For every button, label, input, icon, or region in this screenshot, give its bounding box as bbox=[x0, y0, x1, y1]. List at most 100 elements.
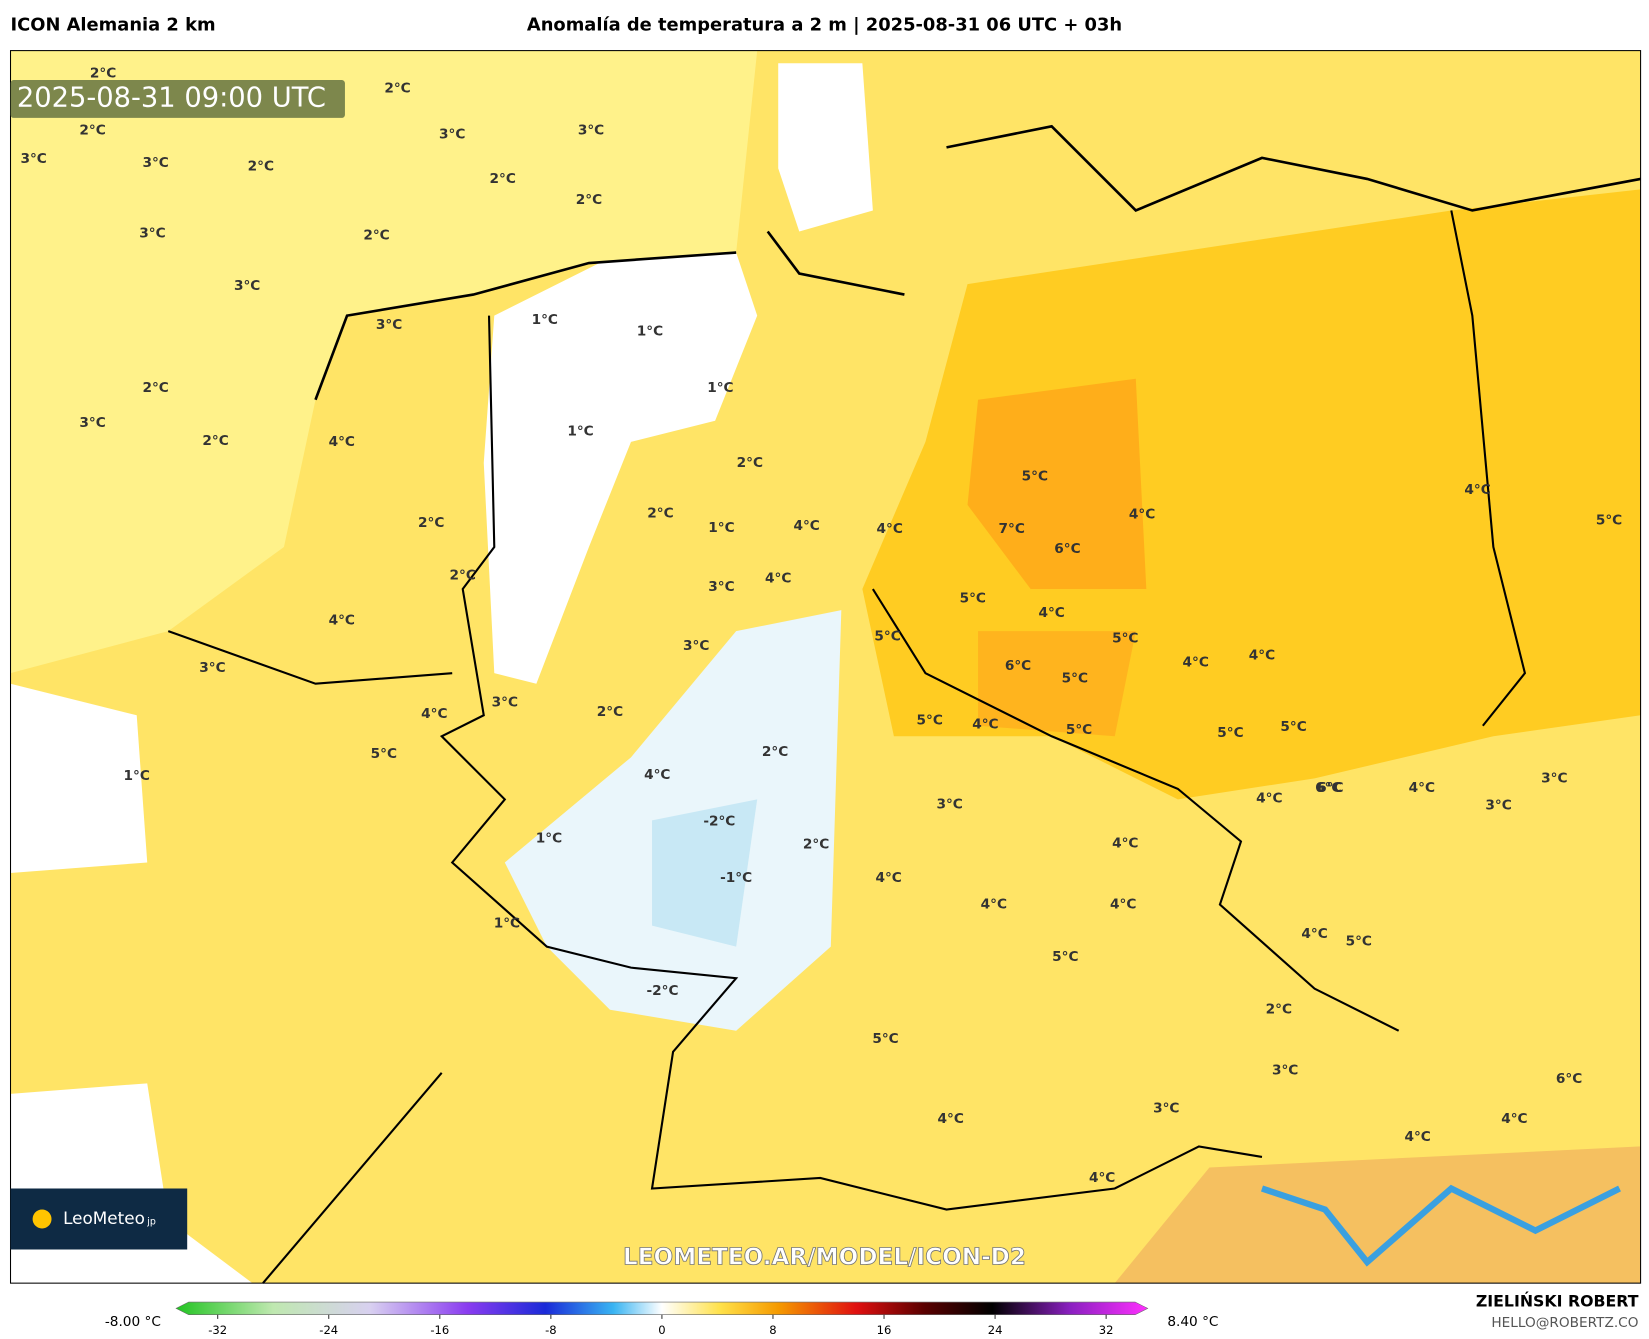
temperature-label: 6°C bbox=[1317, 780, 1343, 796]
sea bbox=[10, 50, 758, 674]
colorbar-tick-label: 0 bbox=[658, 1323, 665, 1337]
timestamp: 2025-08-31 09:00 UTC bbox=[17, 82, 326, 113]
temperature-label: 3°C bbox=[199, 660, 225, 676]
temperature-label: 4°C bbox=[877, 521, 903, 537]
temperature-label: 2°C bbox=[762, 744, 788, 760]
cool-area bbox=[483, 252, 758, 684]
temperature-label: 4°C bbox=[972, 717, 998, 733]
temperature-label: 5°C bbox=[1062, 670, 1088, 686]
temperature-label: 6°C bbox=[1315, 780, 1341, 796]
temperature-label: 2°C bbox=[248, 158, 274, 174]
logo-sun bbox=[32, 1209, 52, 1229]
temperature-label: 2°C bbox=[418, 515, 444, 531]
colorbar-tick-label: 16 bbox=[877, 1323, 892, 1337]
temperature-label: 4°C bbox=[938, 1111, 964, 1127]
coastline bbox=[314, 124, 1641, 401]
temperature-label: 2°C bbox=[737, 455, 763, 471]
author: ZIELIŃSKI ROBERT bbox=[1476, 1292, 1639, 1311]
temperature-label: 4°C bbox=[329, 613, 355, 629]
temperature-label: 4°C bbox=[1183, 655, 1209, 671]
temperature-label: 3°C bbox=[20, 151, 46, 167]
temperature-label: 2°C bbox=[202, 433, 228, 449]
cold-area bbox=[652, 799, 758, 947]
temperature-label: 3°C bbox=[492, 695, 518, 711]
temperature-label: 2°C bbox=[79, 123, 105, 139]
map-title: Anomalía de temperatura a 2 m | 2025-08-… bbox=[527, 14, 1122, 35]
temperature-label: -2°C bbox=[647, 983, 679, 999]
temperature-label: 3°C bbox=[142, 155, 168, 171]
colorbar-tick-label: 8 bbox=[769, 1323, 776, 1337]
temperature-label: 1°C bbox=[567, 423, 593, 439]
temperature-label: 1°C bbox=[708, 520, 734, 536]
temperature-label: 3°C bbox=[79, 415, 105, 431]
temperature-label: 4°C bbox=[1110, 897, 1136, 913]
temperature-label: 1°C bbox=[494, 915, 520, 931]
temperature-label: 4°C bbox=[1301, 926, 1327, 942]
temperature-label: 4°C bbox=[1256, 790, 1282, 806]
temperature-label: 6°C bbox=[1054, 541, 1080, 557]
temperature-label: 4°C bbox=[1112, 836, 1138, 852]
temperature-label: 5°C bbox=[960, 591, 986, 607]
temperature-label: 3°C bbox=[1485, 798, 1511, 814]
colorbar-min: -8.00 °C bbox=[105, 1314, 161, 1330]
temperature-label: 5°C bbox=[1066, 722, 1092, 738]
colorbar-tick-label: -32 bbox=[208, 1323, 227, 1337]
temperature-label: 2°C bbox=[1266, 1002, 1292, 1018]
temperature-label: 5°C bbox=[1346, 933, 1372, 949]
temperature-label: 5°C bbox=[1052, 949, 1078, 965]
temperature-label: 1°C bbox=[637, 323, 663, 339]
temperature-label: 4°C bbox=[1404, 1129, 1430, 1145]
colorbar-scale bbox=[175, 1301, 1149, 1315]
temperature-label: 1°C bbox=[536, 830, 562, 846]
temperature-label: 5°C bbox=[371, 746, 397, 762]
temperature-label: 4°C bbox=[1409, 780, 1435, 796]
temperature-label: 3°C bbox=[1541, 770, 1567, 786]
temperature-label: 4°C bbox=[1129, 506, 1155, 522]
temperature-label: 2°C bbox=[490, 171, 516, 187]
temperature-label: 6°C bbox=[1005, 658, 1031, 674]
colorbar-tick-label: 32 bbox=[1099, 1323, 1114, 1337]
temperature-label: 5°C bbox=[872, 1031, 898, 1047]
cool-area bbox=[778, 63, 873, 232]
map-frame bbox=[9, 50, 1642, 1284]
temperature-label: 3°C bbox=[1153, 1101, 1179, 1117]
temperature-label: 4°C bbox=[1038, 605, 1064, 621]
warm-core bbox=[978, 631, 1136, 737]
logo-name: LeoMeteo bbox=[63, 1208, 145, 1228]
temperature-label: 5°C bbox=[874, 628, 900, 644]
temperature-label: -1°C bbox=[720, 870, 752, 886]
temperature-label: 3°C bbox=[936, 797, 962, 813]
temperature-label: 3°C bbox=[376, 317, 402, 333]
alps-cold bbox=[1260, 1184, 1621, 1267]
alps bbox=[1114, 1146, 1641, 1284]
temperature-label: 3°C bbox=[1272, 1063, 1298, 1079]
temperature-label: 3°C bbox=[578, 123, 604, 139]
temperature-label: 4°C bbox=[765, 571, 791, 587]
label-layer: 2°C 2°C 3°C 2°C 3°C 2°C 3°C 2°C 3°C 2°C 3°C 2°C 3°C 4… bbox=[20, 66, 1622, 1186]
colorbar-max: 8.40 °C bbox=[1167, 1314, 1218, 1330]
temperature-label: 5°C bbox=[1112, 630, 1138, 646]
watermark: LEOMETEO.AR/MODEL/ICON-D2 bbox=[623, 1244, 1026, 1270]
temperature-label: 2°C bbox=[363, 228, 389, 244]
temperature-label: 7°C bbox=[999, 521, 1025, 537]
colorbar-tick-label: -8 bbox=[545, 1323, 557, 1337]
temperature-label: 4°C bbox=[329, 434, 355, 450]
temperature-label: 4°C bbox=[793, 518, 819, 534]
temperature-label: 2°C bbox=[597, 704, 623, 720]
temperature-label: 3°C bbox=[708, 579, 734, 595]
temperature-label: 2°C bbox=[450, 567, 476, 583]
temperature-label: 3°C bbox=[139, 226, 165, 242]
temperature-label: 2°C bbox=[647, 505, 673, 521]
temperature-label: 3°C bbox=[234, 278, 260, 294]
temperature-label: 2°C bbox=[803, 837, 829, 853]
temperature-label: 1°C bbox=[707, 380, 733, 396]
temperature-label: 2°C bbox=[142, 380, 168, 396]
temperature-label: 2°C bbox=[90, 66, 116, 82]
colorbar-tick-label: 24 bbox=[988, 1323, 1003, 1337]
temperature-label: 5°C bbox=[1596, 513, 1622, 529]
temperature-label: 6°C bbox=[1556, 1071, 1582, 1087]
temperature-label: 3°C bbox=[683, 638, 709, 654]
temperature-label: 5°C bbox=[916, 713, 942, 729]
